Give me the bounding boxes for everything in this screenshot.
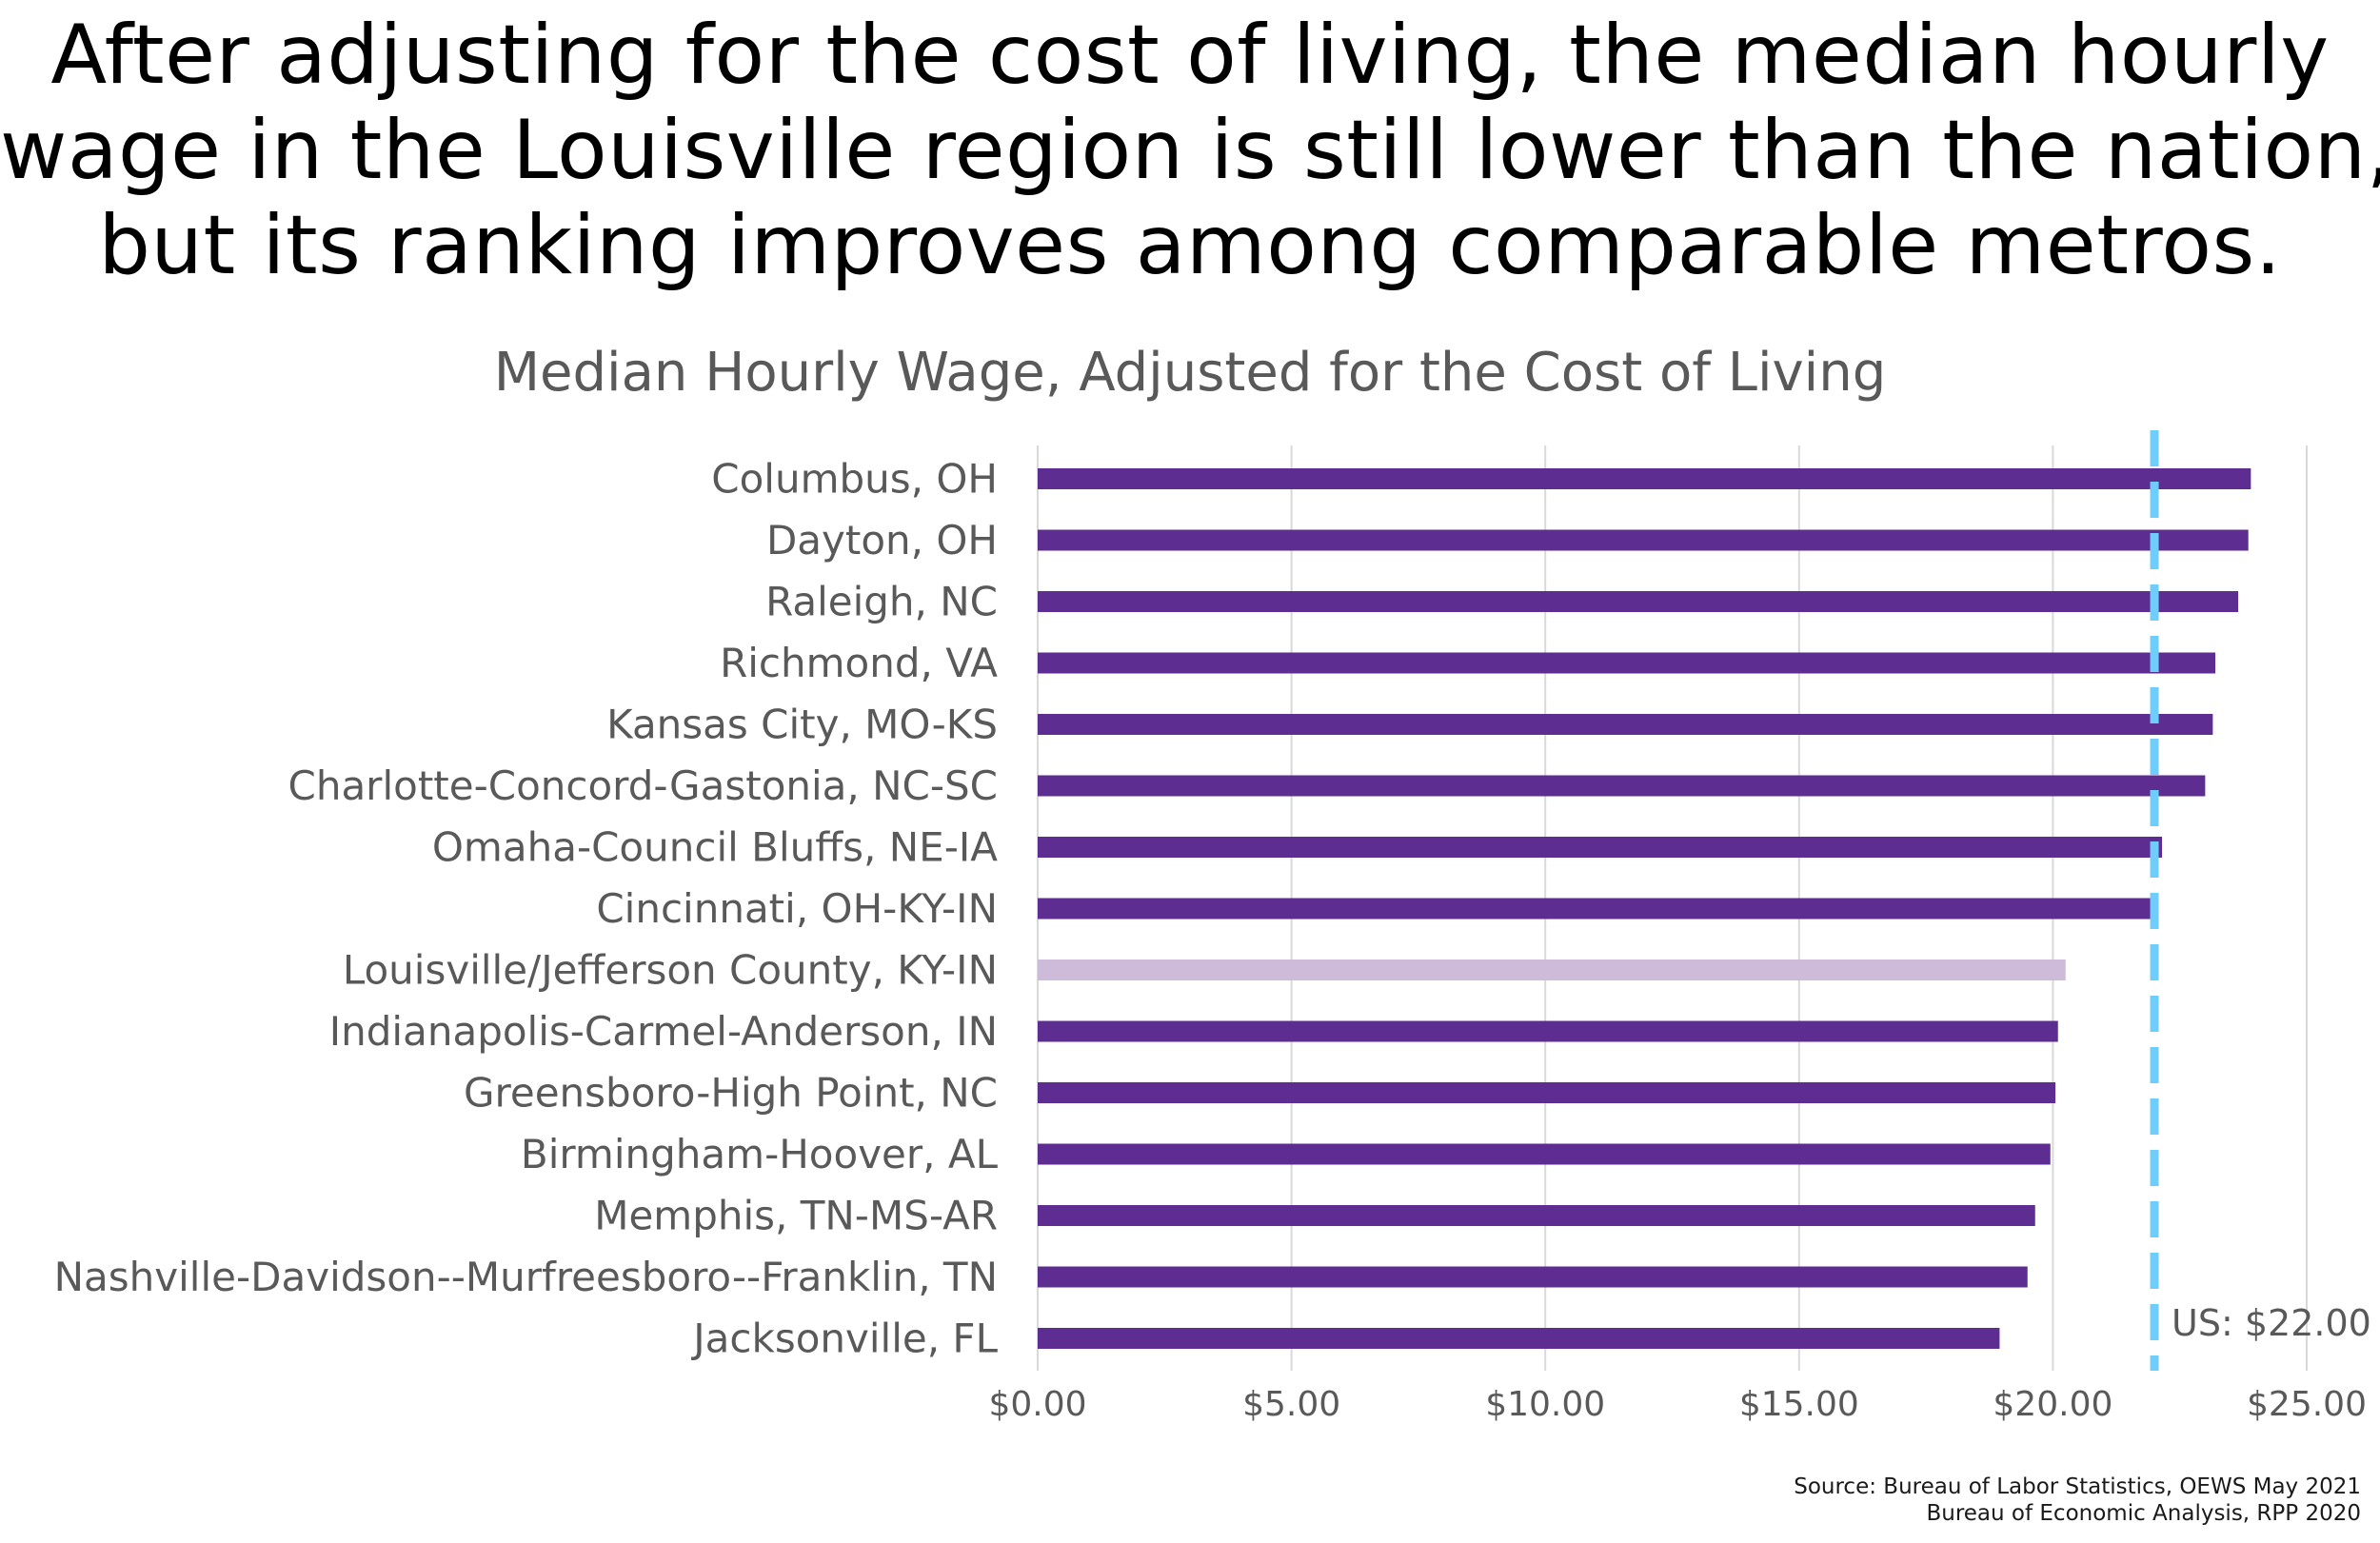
bar-highlight bbox=[1038, 959, 2066, 980]
bar bbox=[1038, 1143, 2051, 1165]
category-label: Cincinnati, OH-KY-IN bbox=[596, 885, 998, 932]
bar bbox=[1038, 1020, 2058, 1042]
x-axis-tick-labels: $0.00 $5.00 $10.00 $15.00 $20.00 $25.00 bbox=[988, 1385, 2367, 1424]
reference-line-group: US: $22.00 bbox=[2150, 430, 2371, 1371]
x-tick-label: $20.00 bbox=[1993, 1385, 2112, 1424]
headline-line-3: but its ranking improves among comparabl… bbox=[98, 198, 2282, 293]
bar bbox=[1038, 529, 2249, 551]
x-tick-label: $0.00 bbox=[988, 1385, 1086, 1424]
category-label: Dayton, OH bbox=[766, 517, 998, 564]
x-tick-label: $5.00 bbox=[1242, 1385, 1340, 1424]
category-label: Jacksonville, FL bbox=[690, 1316, 998, 1362]
x-tick-label: $10.00 bbox=[1485, 1385, 1605, 1424]
category-label: Memphis, TN-MS-AR bbox=[594, 1193, 998, 1239]
source-line-2: Bureau of Economic Analysis, RPP 2020 bbox=[1926, 1501, 2361, 1526]
headline-line-2: wage in the Louisville region is still l… bbox=[0, 103, 2380, 198]
category-label: Columbus, OH bbox=[711, 456, 998, 503]
bar bbox=[1038, 714, 2213, 735]
category-labels: Columbus, OH Dayton, OH Raleigh, NC Richmon… bbox=[54, 456, 999, 1362]
category-label: Charlotte-Concord-Gastonia, NC-SC bbox=[288, 762, 999, 809]
bar bbox=[1038, 837, 2163, 858]
headline: After adjusting for the cost of living, … bbox=[0, 8, 2380, 293]
us-reference-label: US: $22.00 bbox=[2172, 1302, 2371, 1344]
bar bbox=[1038, 591, 2239, 612]
category-label: Greensboro-High Point, NC bbox=[464, 1070, 998, 1117]
bar bbox=[1038, 468, 2251, 489]
category-label: Birmingham-Hoover, AL bbox=[521, 1131, 999, 1177]
source-note: Source: Bureau of Labor Statistics, OEWS… bbox=[1794, 1474, 2361, 1527]
source-line-1: Source: Bureau of Labor Statistics, OEWS… bbox=[1794, 1474, 2361, 1499]
category-label: Raleigh, NC bbox=[765, 579, 998, 625]
category-label: Nashville-Davidson--Murfreesboro--Frankl… bbox=[54, 1254, 998, 1300]
bar bbox=[1038, 1266, 2028, 1288]
bar bbox=[1038, 652, 2216, 674]
bar bbox=[1038, 775, 2206, 797]
bar bbox=[1038, 1328, 2000, 1349]
bar bbox=[1038, 1205, 2035, 1226]
bar bbox=[1038, 898, 2152, 920]
x-tick-label: $25.00 bbox=[2247, 1385, 2367, 1424]
category-label: Kansas City, MO-KS bbox=[606, 702, 998, 748]
chart-title: Median Hourly Wage, Adjusted for the Cos… bbox=[494, 342, 1887, 404]
category-label: Richmond, VA bbox=[720, 640, 998, 686]
category-label: Indianapolis-Carmel-Anderson, IN bbox=[329, 1008, 998, 1055]
category-label: Louisville/Jefferson County, KY-IN bbox=[343, 947, 998, 994]
bars bbox=[1038, 468, 2251, 1349]
category-label: Omaha-Council Bluffs, NE-IA bbox=[432, 824, 998, 871]
headline-line-1: After adjusting for the cost of living, … bbox=[50, 8, 2330, 103]
bar bbox=[1038, 1082, 2056, 1103]
x-tick-label: $15.00 bbox=[1739, 1385, 1859, 1424]
